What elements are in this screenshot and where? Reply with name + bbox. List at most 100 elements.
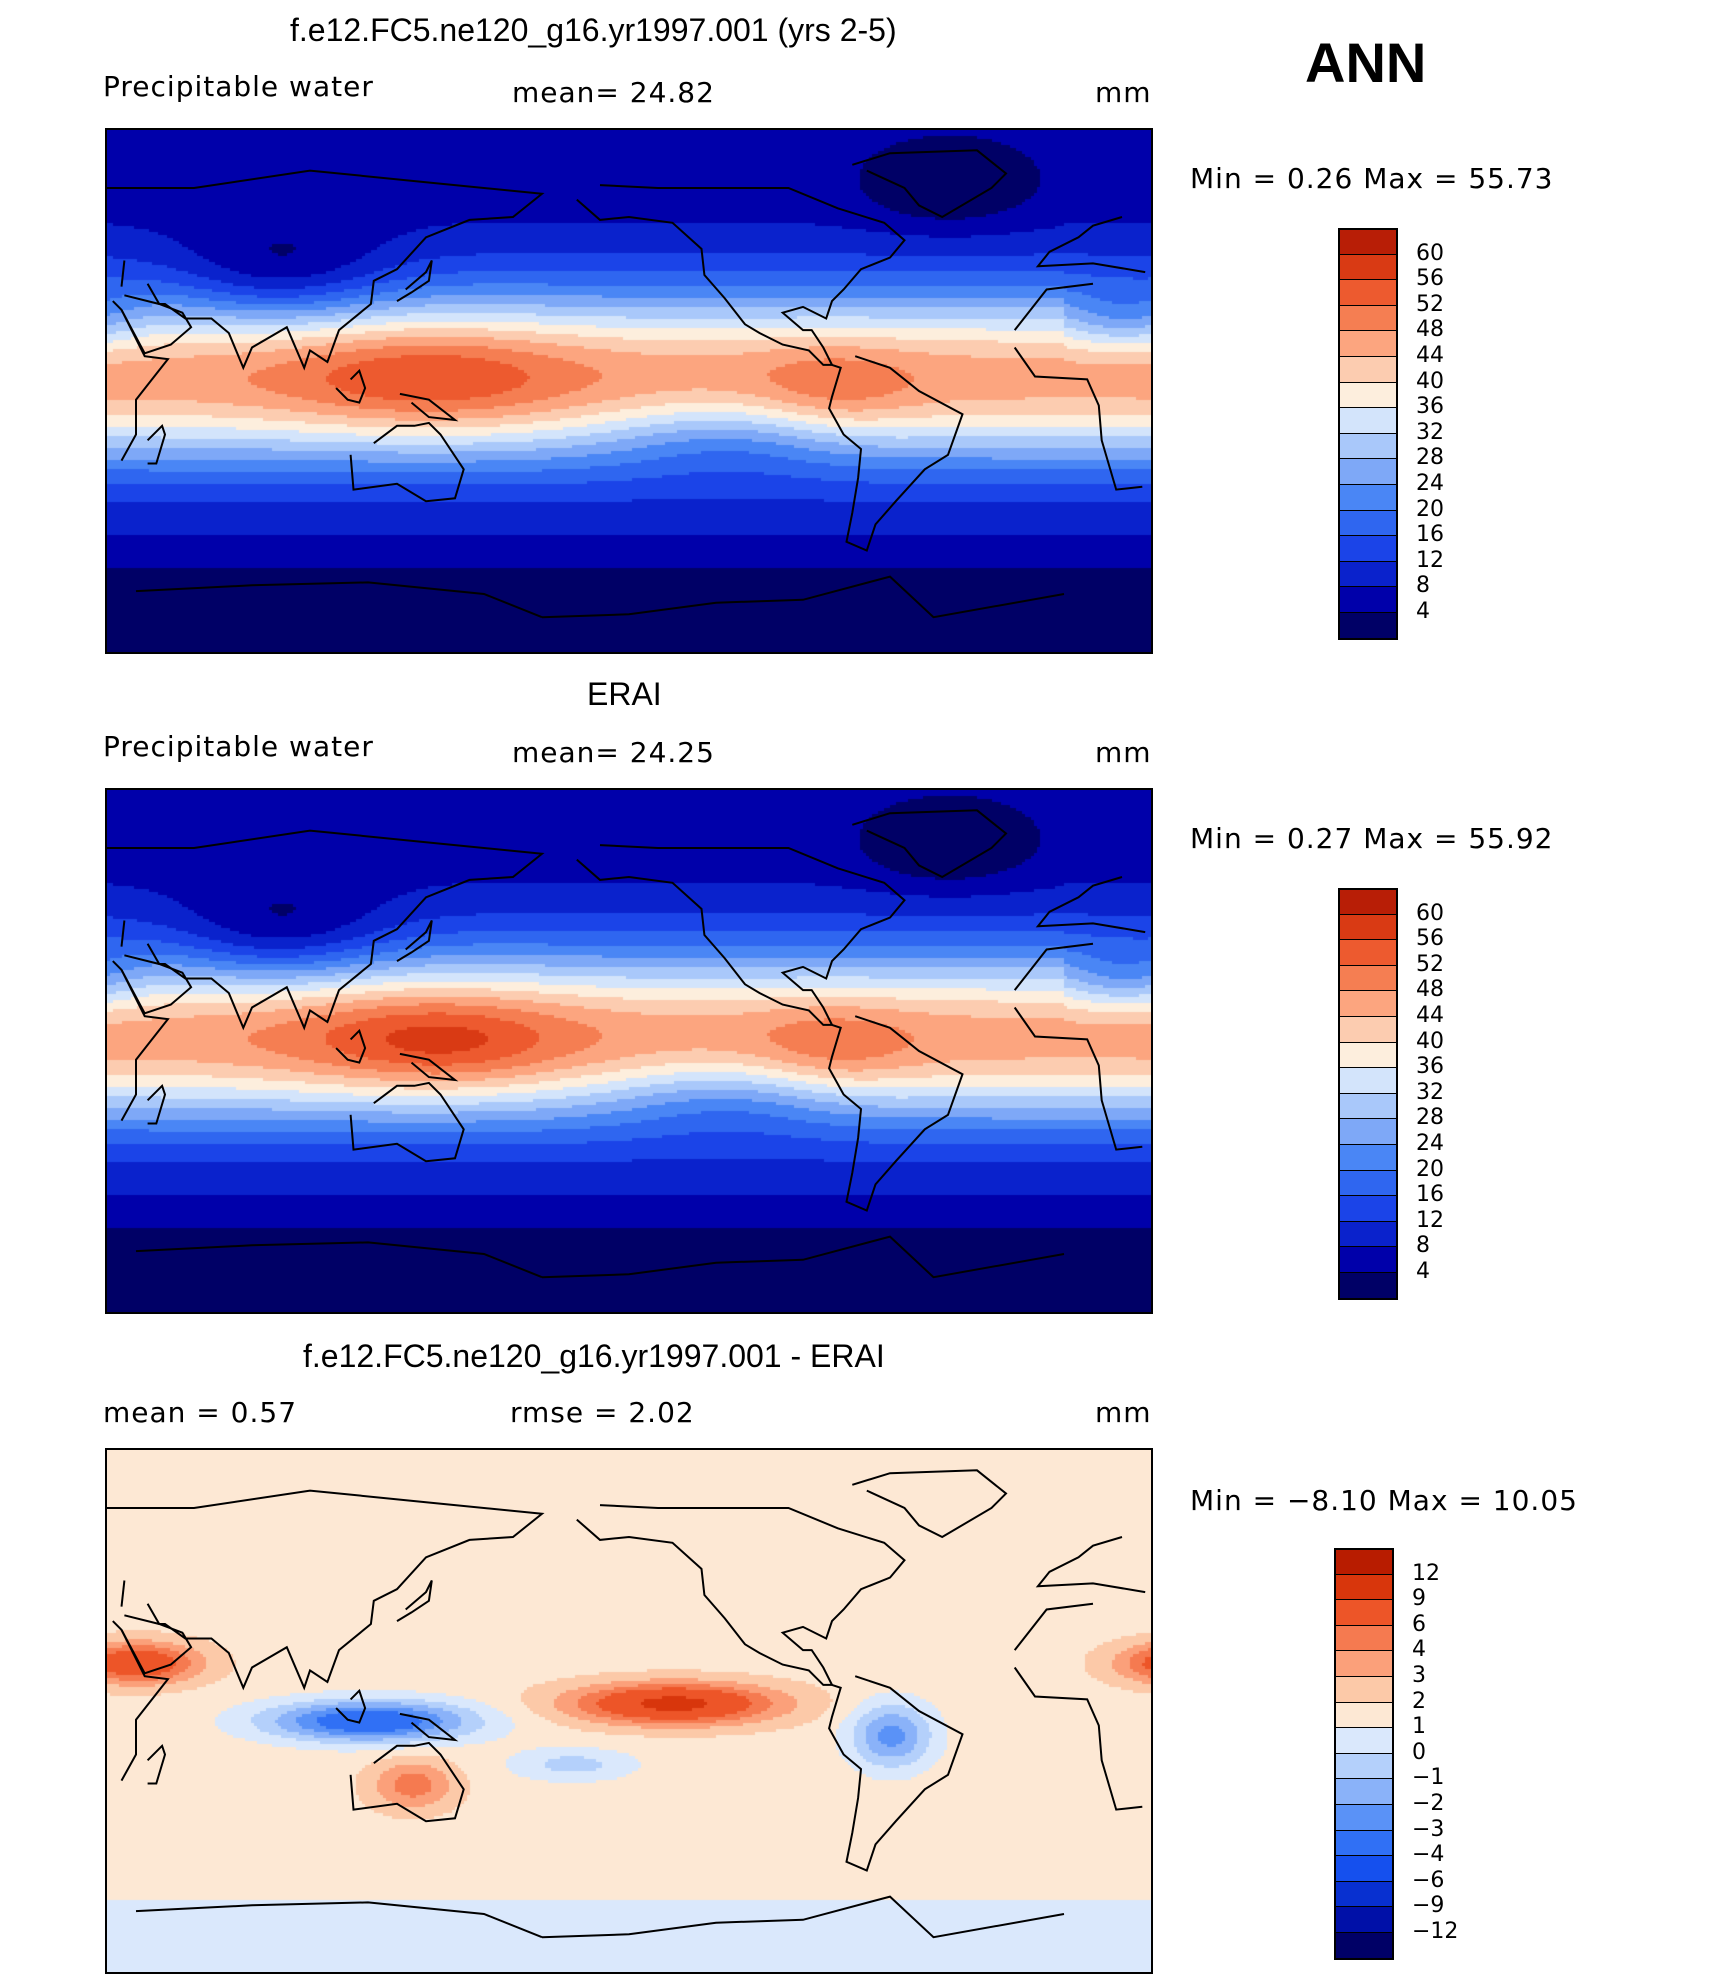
coastlines: [107, 149, 1146, 619]
coastline: [828, 355, 964, 552]
min-max-stats: Min = −8.10 Max = 10.05: [1190, 1484, 1578, 1517]
colorbar-swatch: [1338, 1067, 1398, 1094]
coastline: [1013, 1602, 1094, 1651]
colorbar-tick-label: 3: [1412, 1663, 1426, 1688]
map-panel: [105, 128, 1153, 654]
coastline: [349, 1741, 465, 1823]
colorbar-tick-label: 28: [1416, 1105, 1444, 1131]
colorbar-tick-label: 20: [1416, 1156, 1444, 1182]
colorbar-tick-label: 8: [1416, 573, 1430, 599]
colorbar-swatch: [1334, 1752, 1394, 1780]
coastline: [396, 1580, 433, 1622]
colorbar-tick-label: −1: [1412, 1765, 1445, 1791]
coastline: [120, 260, 126, 287]
colorbar-tick-label: 4: [1416, 1259, 1430, 1284]
colorbar-swatch: [1338, 1246, 1398, 1273]
colorbar-swatch: [1338, 509, 1398, 537]
colorbar-tick-label: −2: [1412, 1791, 1445, 1816]
colorbar-tick-label: 2: [1412, 1688, 1426, 1714]
coastline: [852, 149, 1008, 219]
colorbar-tick-label: 32: [1416, 1079, 1444, 1105]
coastline: [120, 1614, 193, 1675]
colorbar-swatch: [1338, 1169, 1398, 1197]
coastline: [852, 809, 1008, 879]
colorbar-swatch: [1334, 1650, 1394, 1677]
coastline: [107, 1489, 545, 1691]
colorbar-swatch: [1334, 1701, 1394, 1729]
colorbar-swatch: [1334, 1880, 1394, 1908]
coastline: [335, 368, 367, 404]
colorbar-tick-label: 48: [1416, 317, 1444, 343]
colorbar-swatch: [1338, 560, 1398, 588]
coastline: [112, 960, 170, 1122]
coastline: [576, 1504, 906, 1686]
colorbar-swatch: [1338, 939, 1398, 966]
panel-title: f.e12.FC5.ne120_g16.yr1997.001 (yrs 2-5): [290, 12, 897, 48]
colorbar-swatch: [1334, 1624, 1394, 1652]
colorbar-swatch: [1338, 228, 1398, 255]
coastline: [120, 294, 193, 355]
coastline: [107, 169, 545, 371]
colorbar-swatch: [1334, 1932, 1394, 1959]
colorbar-swatch: [1334, 1599, 1394, 1626]
colorbar-swatch: [1334, 1906, 1394, 1933]
colorbar-tick-label: 36: [1416, 394, 1444, 420]
coastline: [396, 920, 433, 962]
coastline: [396, 260, 433, 302]
colorbar-tick-label: 12: [1412, 1560, 1440, 1586]
colorbar-swatch: [1338, 1118, 1398, 1145]
colorbar-swatch: [1334, 1778, 1394, 1805]
colorbar-tick-label: 44: [1416, 1003, 1444, 1028]
colorbar-swatch: [1338, 356, 1398, 383]
mean-label: mean = 0.57: [103, 1396, 298, 1429]
colorbar-swatch: [1334, 1829, 1394, 1857]
colorbar-swatch: [1338, 1272, 1398, 1299]
coastline: [335, 1028, 367, 1064]
coastline: [1013, 1666, 1143, 1811]
colorbar-swatch: [1338, 484, 1398, 511]
colorbar-tick-label: 36: [1416, 1054, 1444, 1080]
colorbar-tick-label: 20: [1416, 496, 1444, 522]
mean-label: mean= 24.82: [512, 76, 715, 109]
colorbar-tick-label: 44: [1416, 343, 1444, 368]
colorbar-tick-label: 8: [1416, 1233, 1430, 1259]
coastline: [107, 829, 545, 1031]
units-label: mm: [1095, 76, 1152, 109]
colorbar-tick-label: 60: [1416, 240, 1444, 266]
colorbar-tick-label: −9: [1412, 1893, 1445, 1919]
colorbar-swatch: [1334, 1548, 1394, 1575]
colorbar-swatch: [1338, 1220, 1398, 1248]
colorbar-tick-label: 32: [1416, 419, 1444, 445]
coastline: [852, 1469, 1008, 1539]
coastline: [1013, 346, 1143, 491]
colorbar-swatch: [1334, 1727, 1394, 1754]
panel-title: ERAI: [587, 676, 662, 712]
colorbar-tick-label: 52: [1416, 291, 1444, 317]
colorbar-swatch: [1338, 279, 1398, 306]
colorbar-swatch: [1338, 1092, 1398, 1120]
coastline: [120, 954, 193, 1015]
colorbar-tick-label: 12: [1416, 547, 1444, 573]
colorbar-swatch: [1338, 535, 1398, 562]
coastline: [1035, 216, 1146, 274]
colorbar-swatch: [1338, 458, 1398, 485]
colorbar-swatch: [1338, 432, 1398, 460]
colorbar-swatch: [1338, 990, 1398, 1017]
colorbar-swatch: [1338, 407, 1398, 434]
colorbar-swatch: [1338, 888, 1398, 915]
colorbar-tick-label: −6: [1412, 1867, 1445, 1893]
coastline: [112, 1620, 170, 1782]
coastlines: [107, 809, 1146, 1279]
colorbar-swatch: [1338, 330, 1398, 357]
coastline: [1035, 876, 1146, 934]
coastline: [120, 1580, 126, 1607]
colorbar-tick-label: 1: [1412, 1714, 1426, 1740]
units-label: mm: [1095, 1396, 1152, 1429]
colorbar-swatch: [1338, 304, 1398, 332]
coastline: [1013, 1006, 1143, 1151]
variable-label: Precipitable water: [103, 70, 374, 103]
colorbar-tick-label: 0: [1412, 1739, 1426, 1765]
map-panel: [105, 788, 1153, 1314]
variable-label: Precipitable water: [103, 730, 374, 763]
coastline: [135, 581, 543, 619]
